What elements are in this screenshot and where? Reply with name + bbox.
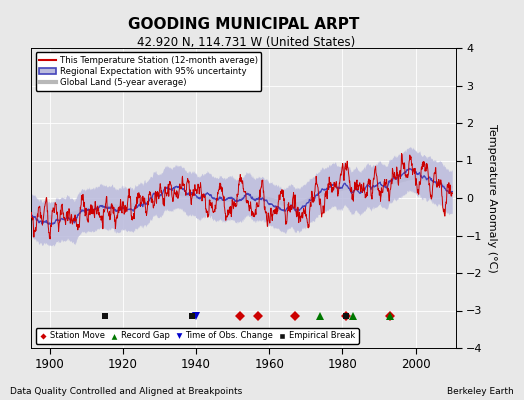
Title: GOODING MUNICIPAL ARPT: GOODING MUNICIPAL ARPT (128, 16, 359, 32)
Text: Data Quality Controlled and Aligned at Breakpoints: Data Quality Controlled and Aligned at B… (10, 387, 243, 396)
Text: 42.920 N, 114.731 W (United States): 42.920 N, 114.731 W (United States) (137, 36, 355, 49)
Y-axis label: Temperature Anomaly (°C): Temperature Anomaly (°C) (487, 124, 497, 272)
Text: Berkeley Earth: Berkeley Earth (447, 387, 514, 396)
Legend: Station Move, Record Gap, Time of Obs. Change, Empirical Break: Station Move, Record Gap, Time of Obs. C… (36, 328, 358, 344)
